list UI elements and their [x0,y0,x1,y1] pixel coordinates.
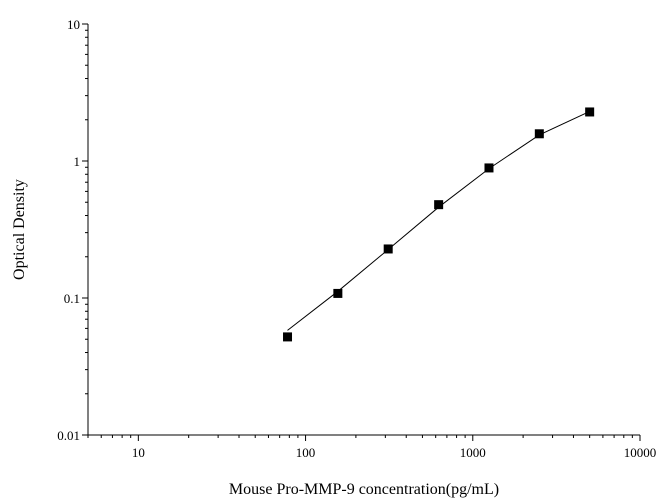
data-point-marker [434,200,444,210]
x-tick-label: 1000 [460,445,486,460]
data-point-marker [484,163,494,173]
y-axis-title: Optical Density [11,179,28,280]
y-tick-label: 0.01 [57,428,80,443]
y-tick-label: 0.1 [64,291,80,306]
data-point-marker [585,107,595,117]
fit-curve-line [287,110,590,331]
y-tick-label: 10 [67,17,80,32]
x-axis-ticks: 10 100 1000 10000 [87,435,657,460]
data-point-marker [383,244,393,254]
y-tick-label: 1 [74,154,81,169]
data-point-marker [283,332,293,342]
x-tick-label: 10 [132,445,145,460]
x-tick-label: 10000 [624,445,657,460]
data-point-marker [534,129,544,139]
data-points [283,107,595,342]
y-axis-ticks: 0.01 0.1 1 10 [57,17,88,443]
x-tick-label: 100 [296,445,316,460]
x-axis-title: Mouse Pro-MMP-9 concentration(pg/mL) [229,481,499,498]
data-point-marker [333,288,343,298]
